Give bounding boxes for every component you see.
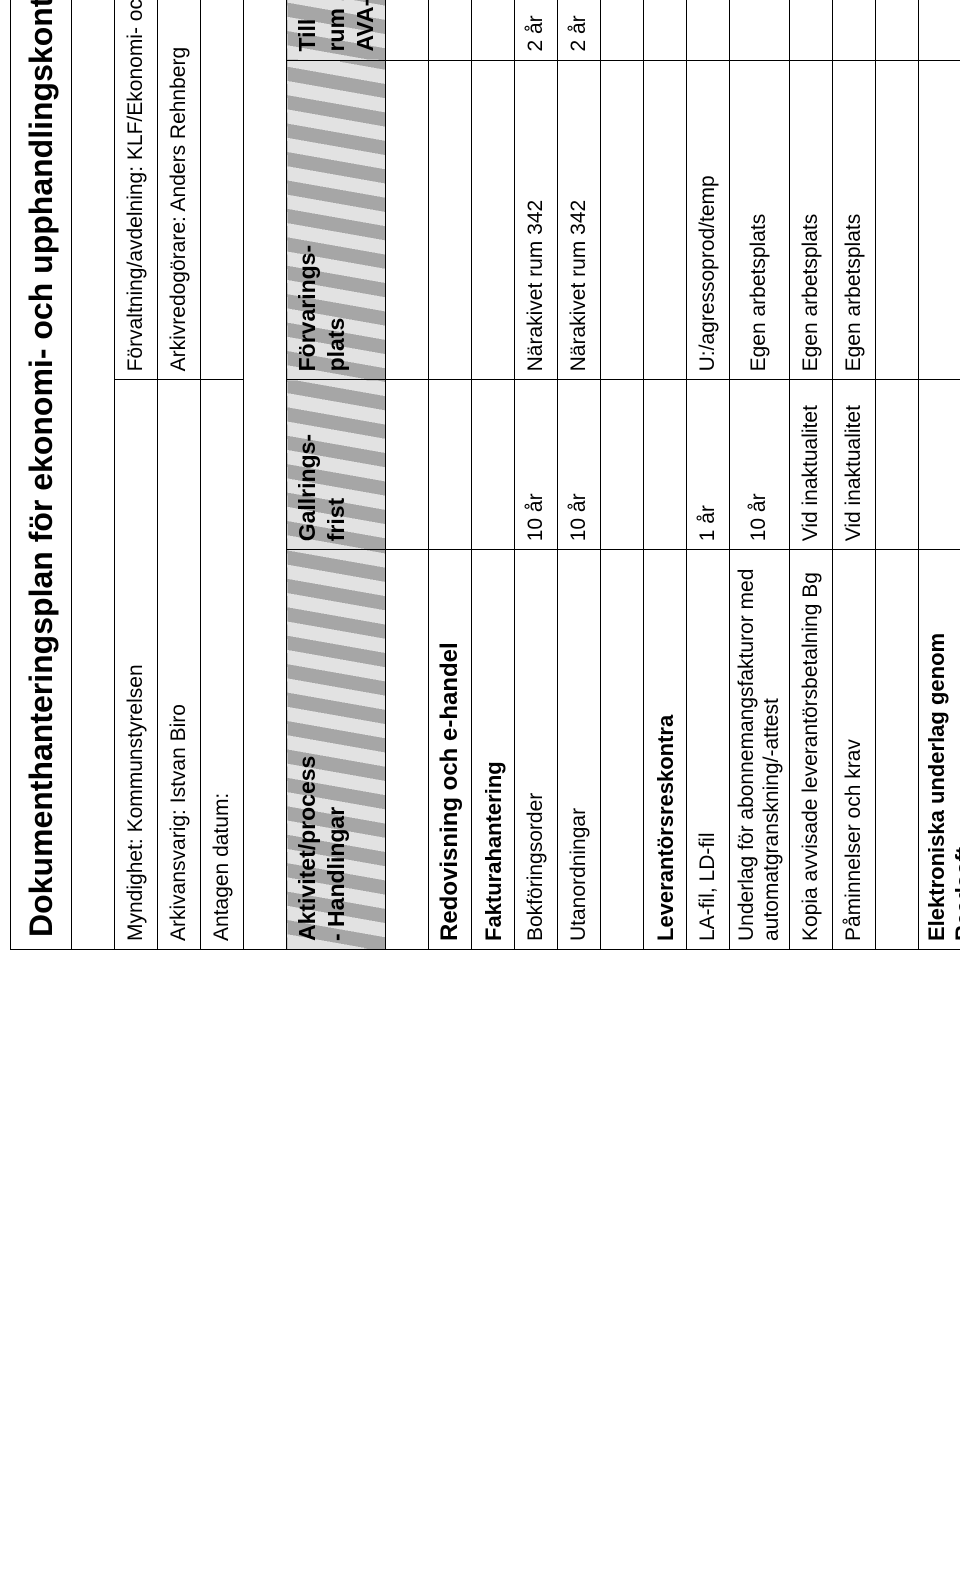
meta-myndighet: Myndighet: Kommunstyrelsen bbox=[115, 380, 158, 950]
col-header-forvaring: Förvarings- plats bbox=[287, 60, 386, 380]
section-redovisning: Redovisning och e-handel bbox=[429, 0, 472, 950]
cell-forvaring: U:/agressoprod/temp bbox=[687, 60, 730, 380]
table-row: Påminnelser och krav Vid inaktualitet Eg… bbox=[832, 0, 875, 950]
document-title: Dokumenthanteringsplan för ekonomi- och … bbox=[11, 0, 72, 950]
meta-arkivredogorare-value: Anders Rehnberg bbox=[167, 47, 190, 212]
cell-forvaring: Egen arbetsplats bbox=[730, 60, 789, 380]
col-header-activity: Aktivitet/process - Handlingar bbox=[287, 550, 386, 950]
meta-arkivansvarig-value: Istvan Biro bbox=[167, 704, 190, 803]
meta-myndighet-value: Kommunstyrelsen bbox=[124, 664, 147, 832]
meta-forvaltning-value: KLF/Ekonomi- och upphandlingskontoret bbox=[124, 0, 147, 160]
col-header-rum124: Till rum 124 AVA-huset bbox=[287, 0, 386, 60]
spacer-row bbox=[72, 0, 115, 950]
subhead-leverantorsreskontra-title: Leverantörsreskontra bbox=[644, 550, 687, 950]
table-row: LA-fil, LD-fil 1 år U:/agressoprod/temp bbox=[687, 0, 730, 950]
cell-forvaring: Egen arbetsplats bbox=[832, 60, 875, 380]
subhead-fakturahantering-title: Fakturahantering bbox=[472, 550, 515, 950]
meta-arkivansvarig-label: Arkivansvarig: bbox=[167, 809, 190, 941]
subhead-leverantorsreskontra: Leverantörsreskontra bbox=[644, 0, 687, 950]
meta-arkivredogorare: Arkivredogörare: Anders Rehnberg bbox=[158, 0, 201, 380]
meta-row-3: Antagen datum: bbox=[201, 0, 244, 950]
title-row: Dokumenthanteringsplan för ekonomi- och … bbox=[11, 0, 72, 950]
meta-antagen: Antagen datum: bbox=[201, 380, 244, 950]
section-redovisning-title: Redovisning och e-handel bbox=[429, 550, 472, 950]
spacer-row bbox=[875, 0, 918, 950]
cell-rum124: 2 år bbox=[558, 0, 601, 60]
cell-gallring: Vid inaktualitet bbox=[789, 380, 832, 550]
meta-arkivredogorare-label: Arkivredogörare: bbox=[167, 216, 190, 371]
cell-activity: Utanordningar bbox=[558, 550, 601, 950]
cell-gallring: Vid inaktualitet bbox=[832, 380, 875, 550]
subhead-elektroniska: Elektroniska underlag genom Readsoft Rea… bbox=[918, 0, 960, 950]
subhead-elektroniska-title: Elektroniska underlag genom Readsoft bbox=[918, 550, 960, 950]
document-table: Dokumenthanteringsplan för ekonomi- och … bbox=[10, 0, 960, 950]
cell-activity: Kopia avvisade leverantörsbetalning Bg bbox=[789, 550, 832, 950]
meta-row-2: Arkivansvarig: Istvan Biro Arkivredogöra… bbox=[158, 0, 201, 950]
column-header-row: Aktivitet/process - Handlingar Gallrings… bbox=[287, 0, 386, 950]
meta-arkivansvarig: Arkivansvarig: Istvan Biro bbox=[158, 380, 201, 950]
spacer-row bbox=[386, 0, 429, 950]
meta-antagen-label: Antagen datum: bbox=[210, 793, 233, 941]
table-row: Bokföringsorder 10 år Närakivet rum 342 … bbox=[515, 0, 558, 950]
table-row: Underlag för abonnemangsfakturor med aut… bbox=[730, 0, 789, 950]
cell-rum124: 2 år bbox=[515, 0, 558, 60]
cell-activity: Underlag för abonnemangsfakturor med aut… bbox=[730, 550, 789, 950]
meta-forvaltning-label: Förvaltning/avdelning: bbox=[124, 166, 147, 371]
meta-empty bbox=[201, 0, 244, 380]
cell-activity: Bokföringsorder bbox=[515, 550, 558, 950]
cell-gallring: 10 år bbox=[515, 380, 558, 550]
cell-forvaring: Egen arbetsplats bbox=[789, 60, 832, 380]
spacer-row bbox=[244, 0, 287, 950]
meta-forvaltning: Förvaltning/avdelning: KLF/Ekonomi- och … bbox=[115, 0, 158, 380]
cell-rum124 bbox=[687, 0, 730, 60]
cell-forvaring: Närakivet rum 342 bbox=[558, 60, 601, 380]
meta-myndighet-label: Myndighet: bbox=[124, 838, 147, 941]
table-row: Utanordningar 10 år Närakivet rum 342 2 … bbox=[558, 0, 601, 950]
cell-rum124 bbox=[730, 0, 789, 60]
spacer-row bbox=[601, 0, 644, 950]
cell-gallring: 1 år bbox=[687, 380, 730, 550]
cell-rum124 bbox=[789, 0, 832, 60]
col-header-gallring: Gallrings- frist bbox=[287, 380, 386, 550]
document-table-wrapper: Dokumenthanteringsplan för ekonomi- och … bbox=[10, 0, 960, 950]
cell-gallring: 10 år bbox=[558, 380, 601, 550]
table-row: Kopia avvisade leverantörsbetalning Bg V… bbox=[789, 0, 832, 950]
subhead-fakturahantering: Fakturahantering bbox=[472, 0, 515, 950]
cell-activity: Påminnelser och krav bbox=[832, 550, 875, 950]
cell-gallring: 10 år bbox=[730, 380, 789, 550]
cell-activity: LA-fil, LD-fil bbox=[687, 550, 730, 950]
cell-forvaring: Närakivet rum 342 bbox=[515, 60, 558, 380]
meta-row-1: Myndighet: Kommunstyrelsen Förvaltning/a… bbox=[115, 0, 158, 950]
cell-rum124 bbox=[832, 0, 875, 60]
